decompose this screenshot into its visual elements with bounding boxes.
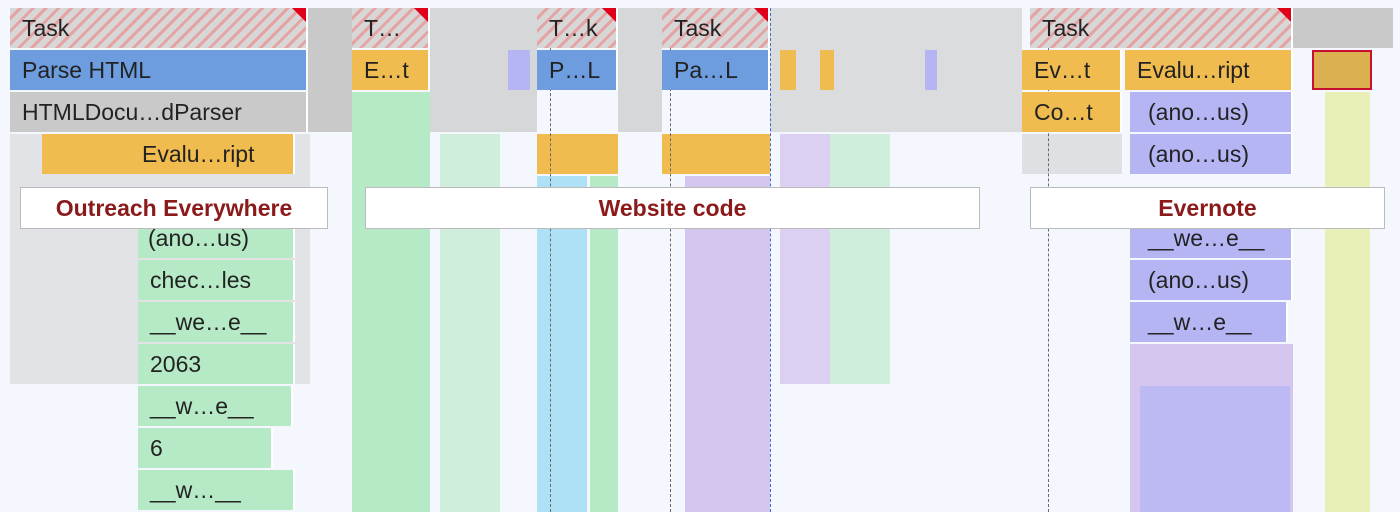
marker-line (550, 8, 551, 512)
slice (925, 50, 937, 90)
slice (537, 176, 587, 512)
marker-line (770, 8, 771, 512)
slice (685, 176, 770, 512)
block[interactable]: Task (662, 8, 770, 48)
block[interactable]: Co…t (1022, 92, 1122, 132)
block[interactable]: (ano…us) (1130, 92, 1293, 132)
block[interactable]: (ano…us) (1130, 134, 1293, 174)
block[interactable]: T…k (537, 8, 618, 48)
slice (770, 8, 1022, 132)
slice (42, 134, 130, 174)
block[interactable]: (ano…us) (1130, 260, 1293, 300)
slice (352, 92, 430, 512)
block[interactable]: HTMLDocu…dParser (10, 92, 308, 132)
block[interactable]: Parse HTML (10, 50, 308, 90)
slice (662, 134, 770, 174)
slice (780, 134, 830, 384)
slice (308, 8, 352, 132)
marker-line (1048, 8, 1049, 512)
annotation: Website code (365, 187, 980, 229)
block[interactable]: Ev…t (1022, 50, 1122, 90)
selected-slice[interactable] (1312, 50, 1372, 90)
block[interactable]: __w…__ (138, 470, 295, 510)
slice (1325, 92, 1370, 512)
annotation: Outreach Everywhere (20, 187, 328, 229)
block[interactable]: __w…e__ (138, 386, 293, 426)
slice (508, 50, 530, 90)
slice (590, 176, 618, 512)
block[interactable]: Evalu…ript (130, 134, 295, 174)
slice (830, 134, 890, 384)
block[interactable]: 2063 (138, 344, 295, 384)
block[interactable]: 6 (138, 428, 273, 468)
block[interactable]: E…t (352, 50, 430, 90)
block[interactable]: Task (10, 8, 308, 48)
annotation: Evernote (1030, 187, 1385, 229)
block[interactable]: P…L (537, 50, 618, 90)
slice (820, 50, 834, 90)
block[interactable]: Pa…L (662, 50, 770, 90)
block[interactable]: Evalu…ript (1125, 50, 1293, 90)
block[interactable]: chec…les (138, 260, 295, 300)
slice (1293, 8, 1393, 48)
slice (1140, 386, 1290, 512)
block[interactable]: T… (352, 8, 430, 48)
block[interactable]: Task (1030, 8, 1293, 48)
slice (1022, 134, 1122, 174)
slice (780, 50, 796, 90)
slice (618, 8, 662, 132)
slice (10, 134, 310, 384)
block[interactable]: __we…e__ (138, 302, 295, 342)
marker-line (670, 8, 671, 512)
block[interactable]: __w…e__ (1130, 302, 1288, 342)
